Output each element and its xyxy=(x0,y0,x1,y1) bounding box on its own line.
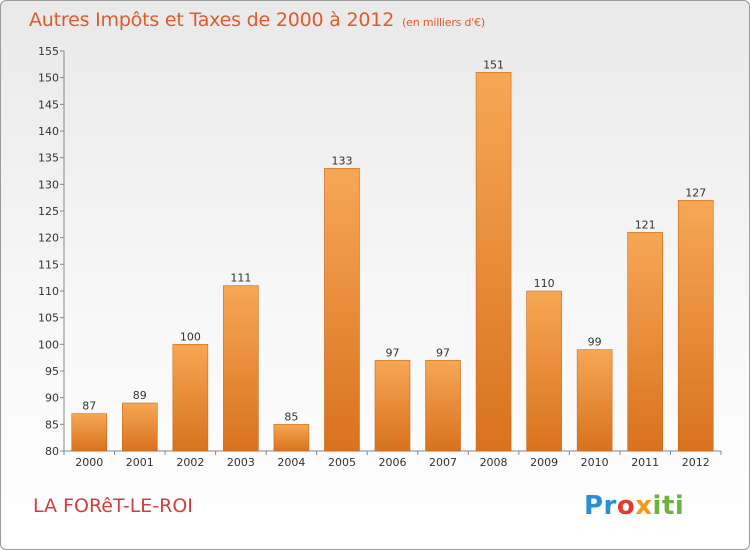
chart-title: Autres Impôts et Taxes de 2000 à 2012 (en… xyxy=(29,9,485,31)
y-tick-label: 145 xyxy=(38,98,59,111)
data-label-2006: 97 xyxy=(386,346,400,359)
data-label-2000: 87 xyxy=(82,400,96,413)
x-axis: 2000 2001 2002 2003 2004 2005 2006 2007 2008 2009… xyxy=(63,450,722,469)
x-tick-label: 2004 xyxy=(277,456,305,469)
bar-2006 xyxy=(374,360,411,452)
bar-2000 xyxy=(71,413,108,452)
x-tick-label: 2001 xyxy=(126,456,154,469)
data-label-2003: 111 xyxy=(230,272,251,285)
bar-2010 xyxy=(576,349,613,452)
x-tick-label: 2005 xyxy=(328,456,356,469)
bar-2004 xyxy=(273,424,310,452)
y-tick-label: 150 xyxy=(38,72,59,85)
y-tick-label: 115 xyxy=(38,258,59,271)
x-tick-label: 2006 xyxy=(379,456,407,469)
y-tick-label: 85 xyxy=(45,418,59,431)
y-tick-label: 135 xyxy=(38,152,59,165)
y-tick-label: 105 xyxy=(38,312,59,325)
x-tick-label: 2011 xyxy=(631,456,659,469)
bar-2011 xyxy=(627,232,663,452)
x-tick-label: 2010 xyxy=(581,456,609,469)
data-label-2010: 99 xyxy=(588,336,602,349)
x-tick-label: 2002 xyxy=(176,456,204,469)
x-tick-label: 2009 xyxy=(530,456,558,469)
y-tick-label: 100 xyxy=(38,338,59,351)
data-label-2001: 89 xyxy=(133,389,147,402)
bar-2007 xyxy=(425,360,461,452)
bar-2012 xyxy=(677,200,714,452)
data-label-2008: 151 xyxy=(483,58,504,71)
bar-2003 xyxy=(223,285,259,452)
data-label-2005: 133 xyxy=(331,154,352,167)
y-tick-label: 80 xyxy=(45,445,59,458)
x-tick-label: 2003 xyxy=(227,456,255,469)
y-tick-label: 130 xyxy=(38,178,59,191)
commune-name: LA FORêT-LE-ROI xyxy=(33,495,193,517)
bar-2009 xyxy=(526,290,562,452)
bar-2008 xyxy=(475,72,512,452)
data-label-2007: 97 xyxy=(436,346,450,359)
x-tick-label: 2012 xyxy=(682,456,710,469)
data-label-2009: 110 xyxy=(534,277,555,290)
bars-group: 87 89 100 111 85 133 97 97 151 110 99 121 127 xyxy=(71,58,714,452)
y-tick-label: 155 xyxy=(38,45,59,58)
bar-2005 xyxy=(324,168,360,452)
data-label-2012: 127 xyxy=(685,186,706,199)
data-label-2002: 100 xyxy=(180,330,201,343)
bar-2002 xyxy=(172,344,209,452)
x-tick-label: 2000 xyxy=(75,456,103,469)
x-tick-label: 2008 xyxy=(480,456,508,469)
x-tick-label: 2007 xyxy=(429,456,457,469)
chart-subtitle: (en milliers d'€) xyxy=(402,16,485,29)
y-tick-label: 120 xyxy=(38,232,59,245)
y-tick-label: 110 xyxy=(38,285,59,298)
bar-2001 xyxy=(122,402,158,452)
proxiti-logo: Proxiti xyxy=(584,491,685,521)
chart-title-text: Autres Impôts et Taxes de 2000 à 2012 xyxy=(29,9,395,31)
y-axis: 80 85 90 95 100 105 110 115 120 125 130 135 140 145 15… xyxy=(38,45,65,458)
data-label-2011: 121 xyxy=(635,218,656,231)
y-tick-label: 125 xyxy=(38,205,59,218)
y-tick-label: 90 xyxy=(45,392,59,405)
y-tick-label: 140 xyxy=(38,125,59,138)
y-tick-label: 95 xyxy=(45,365,59,378)
data-label-2004: 85 xyxy=(284,410,298,423)
